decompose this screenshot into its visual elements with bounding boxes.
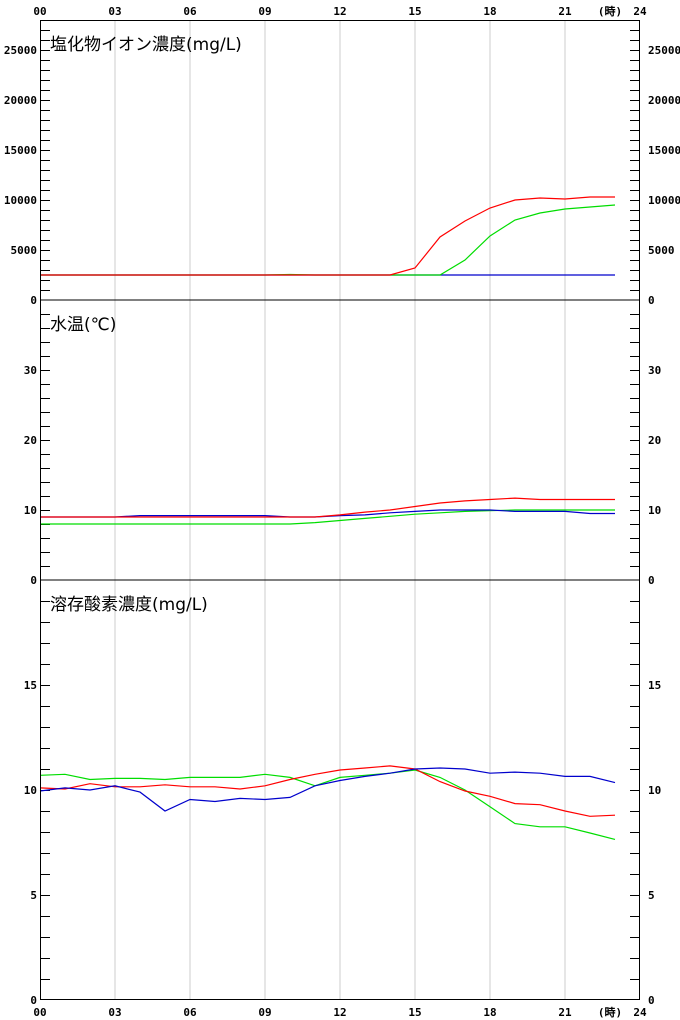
y-tick-label-right: 0 (648, 994, 655, 1007)
x-tick-label-top: 21 (558, 5, 572, 18)
y-tick-label-left: 0 (30, 574, 37, 587)
x-tick-label-top: 24 (633, 5, 647, 18)
y-tick-label-left: 15 (24, 679, 37, 692)
series-line-3 (40, 497, 615, 518)
x-tick-label-top: 03 (108, 5, 121, 18)
series-line-2 (39, 765, 616, 817)
y-tick-label-right: 15 (648, 679, 661, 692)
y-tick-label-right: 5000 (648, 244, 675, 257)
y-tick-label-right: 20000 (648, 94, 680, 107)
y-tick-label-right: 25000 (648, 44, 680, 57)
x-tick-label-top: 09 (258, 5, 271, 18)
y-tick-label-right: 30 (648, 364, 661, 377)
y-tick-label-right: 10 (648, 504, 661, 517)
y-tick-label-left: 5 (30, 889, 37, 902)
x-tick-label-bottom: 00 (33, 1006, 46, 1019)
x-tick-label-top: 00 (33, 5, 46, 18)
x-tick-label-bottom: 21 (558, 1006, 572, 1019)
y-tick-label-left: 5000 (11, 244, 38, 257)
y-tick-label-left: 25000 (4, 44, 37, 57)
y-tick-label-left: 20 (24, 434, 37, 447)
y-tick-label-left: 15000 (4, 144, 37, 157)
y-tick-label-right: 15000 (648, 144, 680, 157)
y-tick-label-right: 5 (648, 889, 655, 902)
x-tick-label-top: 12 (333, 5, 346, 18)
y-tick-label-left: 20000 (4, 94, 37, 107)
plot-frame (40, 20, 640, 1000)
x-unit-label-bottom: (時) (598, 1005, 622, 1019)
panel-1: 0 0 5000 5000 10000 10000 15000 15000 20000 20000… (4, 30, 680, 307)
x-axis-labels: 000003030606090912121515181821212424(時)(… (33, 4, 647, 1019)
series-line-1 (39, 769, 616, 840)
series-line-1 (40, 509, 615, 525)
y-tick-label-left: 10 (24, 504, 37, 517)
panel-title: 塩化物イオン濃度(mg/L) (50, 35, 242, 55)
x-tick-label-top: 06 (183, 5, 197, 18)
x-tick-label-top: 18 (483, 5, 496, 18)
x-tick-label-bottom: 24 (633, 1006, 647, 1019)
y-tick-label-right: 0 (648, 294, 655, 307)
y-tick-label-right: 10000 (648, 194, 680, 207)
series-line-3 (40, 196, 615, 276)
y-tick-label-right: 10 (648, 784, 661, 797)
panel-3: 0 0 5 5 10 10 15 15 溶存酸素濃度(mg/L) (24, 595, 662, 1007)
panel-title: 水温(℃) (50, 315, 116, 335)
series-line-3 (39, 767, 616, 812)
y-tick-label-right: 20 (648, 434, 661, 447)
x-tick-label-bottom: 18 (483, 1006, 496, 1019)
x-tick-label-bottom: 09 (258, 1006, 271, 1019)
y-tick-label-left: 0 (30, 994, 37, 1007)
y-tick-label-right: 0 (648, 574, 655, 587)
y-tick-label-left: 10000 (4, 194, 37, 207)
x-tick-label-bottom: 03 (108, 1006, 121, 1019)
panel-title: 溶存酸素濃度(mg/L) (50, 595, 208, 615)
x-tick-label-bottom: 06 (183, 1006, 197, 1019)
x-tick-label-top: 15 (408, 5, 421, 18)
panel-2: 0 0 10 10 20 20 30 30 水温(℃) (24, 314, 661, 587)
y-tick-label-left: 0 (30, 294, 37, 307)
x-tick-label-bottom: 15 (408, 1006, 421, 1019)
y-tick-label-left: 10 (24, 784, 37, 797)
y-tick-label-left: 30 (24, 364, 37, 377)
x-tick-label-bottom: 12 (333, 1006, 346, 1019)
series-line-2 (40, 204, 616, 276)
x-unit-label-top: (時) (598, 4, 622, 18)
